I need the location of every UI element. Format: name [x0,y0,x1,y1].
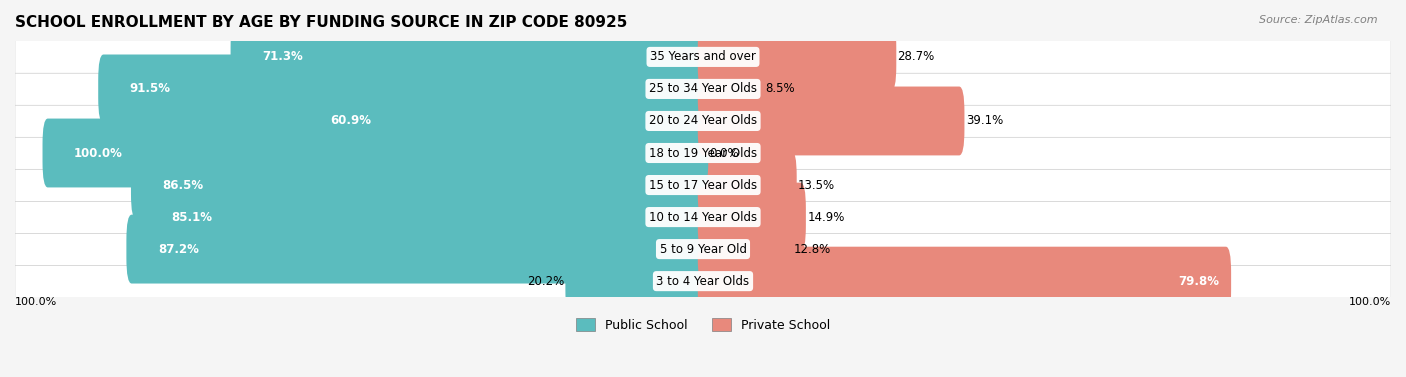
Text: 20.2%: 20.2% [527,274,564,288]
FancyBboxPatch shape [697,182,806,251]
FancyBboxPatch shape [697,23,896,91]
FancyBboxPatch shape [131,150,709,219]
Text: 87.2%: 87.2% [157,242,198,256]
FancyBboxPatch shape [15,169,1391,201]
FancyBboxPatch shape [15,233,1391,265]
FancyBboxPatch shape [42,119,709,187]
Text: 10 to 14 Year Olds: 10 to 14 Year Olds [650,211,756,224]
FancyBboxPatch shape [697,247,1232,316]
FancyBboxPatch shape [298,87,709,155]
FancyBboxPatch shape [98,55,709,123]
FancyBboxPatch shape [565,247,709,316]
Text: 91.5%: 91.5% [129,83,170,95]
FancyBboxPatch shape [697,87,965,155]
FancyBboxPatch shape [127,215,709,284]
FancyBboxPatch shape [15,73,1391,105]
Text: 15 to 17 Year Olds: 15 to 17 Year Olds [650,179,756,192]
Text: 71.3%: 71.3% [262,51,302,63]
Text: 79.8%: 79.8% [1178,274,1219,288]
FancyBboxPatch shape [141,182,709,251]
Text: SCHOOL ENROLLMENT BY AGE BY FUNDING SOURCE IN ZIP CODE 80925: SCHOOL ENROLLMENT BY AGE BY FUNDING SOUR… [15,15,627,30]
Text: 8.5%: 8.5% [765,83,794,95]
Text: 100.0%: 100.0% [75,147,122,159]
Text: 100.0%: 100.0% [1348,297,1391,307]
Text: 60.9%: 60.9% [330,115,371,127]
Text: 35 Years and over: 35 Years and over [650,51,756,63]
Text: 28.7%: 28.7% [897,51,935,63]
Text: 18 to 19 Year Olds: 18 to 19 Year Olds [650,147,756,159]
FancyBboxPatch shape [231,23,709,91]
Text: 0.0%: 0.0% [710,147,740,159]
Text: 85.1%: 85.1% [172,211,212,224]
FancyBboxPatch shape [697,55,763,123]
Text: 3 to 4 Year Olds: 3 to 4 Year Olds [657,274,749,288]
Text: 5 to 9 Year Old: 5 to 9 Year Old [659,242,747,256]
FancyBboxPatch shape [697,215,792,284]
Legend: Public School, Private School: Public School, Private School [571,313,835,337]
Text: 14.9%: 14.9% [807,211,845,224]
Text: 100.0%: 100.0% [15,297,58,307]
FancyBboxPatch shape [697,150,797,219]
Text: 25 to 34 Year Olds: 25 to 34 Year Olds [650,83,756,95]
Text: 13.5%: 13.5% [799,179,835,192]
FancyBboxPatch shape [15,137,1391,169]
Text: 12.8%: 12.8% [793,242,831,256]
Text: Source: ZipAtlas.com: Source: ZipAtlas.com [1260,15,1378,25]
FancyBboxPatch shape [15,201,1391,233]
FancyBboxPatch shape [15,265,1391,297]
Text: 39.1%: 39.1% [966,115,1002,127]
FancyBboxPatch shape [15,41,1391,73]
Text: 86.5%: 86.5% [163,179,204,192]
Text: 20 to 24 Year Olds: 20 to 24 Year Olds [650,115,756,127]
FancyBboxPatch shape [15,105,1391,137]
